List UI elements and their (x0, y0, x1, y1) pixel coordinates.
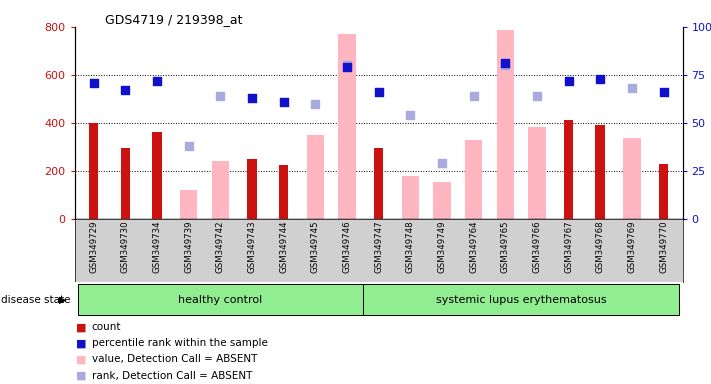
Bar (306, 136, 324, 219)
Bar (152, 132, 162, 219)
Point (500, 60, 511, 66)
Bar (496, 30, 514, 219)
Text: GSM349764: GSM349764 (469, 220, 478, 273)
Text: percentile rank within the sample: percentile rank within the sample (92, 338, 267, 348)
Point (215, 93, 226, 99)
Text: count: count (92, 322, 121, 332)
Text: ■: ■ (76, 354, 87, 364)
Bar (89, 123, 98, 219)
Text: GSM349739: GSM349739 (184, 220, 193, 273)
Text: GSM349746: GSM349746 (343, 220, 351, 273)
Point (341, 62, 353, 68)
Bar (564, 121, 573, 219)
Point (500, 62, 511, 68)
Point (119, 87, 131, 93)
Point (658, 89, 669, 95)
Text: disease state: disease state (1, 295, 70, 305)
Text: GSM349765: GSM349765 (501, 220, 510, 273)
Point (468, 93, 479, 99)
Bar (363, 284, 680, 315)
Text: GSM349742: GSM349742 (216, 220, 225, 273)
Point (246, 95, 257, 101)
Text: value, Detection Call = ABSENT: value, Detection Call = ABSENT (92, 354, 257, 364)
Bar (465, 140, 482, 219)
Bar (77, 284, 363, 315)
Bar (180, 190, 198, 219)
Point (531, 93, 542, 99)
Text: GSM349744: GSM349744 (279, 220, 288, 273)
Text: GSM349748: GSM349748 (406, 220, 415, 273)
Text: ■: ■ (76, 371, 87, 381)
Bar (659, 164, 668, 219)
Bar (279, 165, 289, 219)
Text: ▶: ▶ (58, 295, 66, 305)
Bar (528, 127, 545, 219)
Point (309, 101, 321, 107)
Text: GSM349747: GSM349747 (374, 220, 383, 273)
Text: GSM349767: GSM349767 (564, 220, 573, 273)
Text: GSM349770: GSM349770 (659, 220, 668, 273)
Point (183, 143, 194, 149)
Text: healthy control: healthy control (178, 295, 262, 305)
Text: GDS4719 / 219398_at: GDS4719 / 219398_at (105, 13, 242, 26)
Bar (247, 159, 257, 219)
Text: GSM349729: GSM349729 (89, 220, 98, 273)
Text: GSM349768: GSM349768 (596, 220, 605, 273)
Text: rank, Detection Call = ABSENT: rank, Detection Call = ABSENT (92, 371, 252, 381)
Text: GSM349730: GSM349730 (121, 220, 130, 273)
Text: ■: ■ (76, 338, 87, 348)
Text: GSM349769: GSM349769 (627, 220, 636, 273)
Bar (212, 161, 229, 219)
Bar (121, 148, 130, 219)
Text: GSM349743: GSM349743 (247, 220, 257, 273)
Text: GSM349766: GSM349766 (533, 220, 541, 273)
Point (151, 78, 163, 84)
Text: GSM349749: GSM349749 (437, 220, 447, 273)
Text: GSM349734: GSM349734 (152, 220, 161, 273)
Point (563, 78, 574, 84)
Point (341, 64, 353, 70)
Bar (402, 176, 419, 219)
Point (626, 85, 638, 91)
Point (88, 79, 100, 86)
Text: GSM349745: GSM349745 (311, 220, 320, 273)
Point (594, 76, 606, 82)
Point (437, 160, 448, 166)
Point (373, 89, 384, 95)
Bar (433, 182, 451, 219)
Point (278, 99, 289, 105)
Bar (374, 148, 383, 219)
Bar (338, 34, 356, 219)
Bar (595, 125, 605, 219)
Text: ■: ■ (76, 322, 87, 332)
Text: systemic lupus erythematosus: systemic lupus erythematosus (436, 295, 606, 305)
Point (405, 112, 416, 118)
Bar (624, 138, 641, 219)
